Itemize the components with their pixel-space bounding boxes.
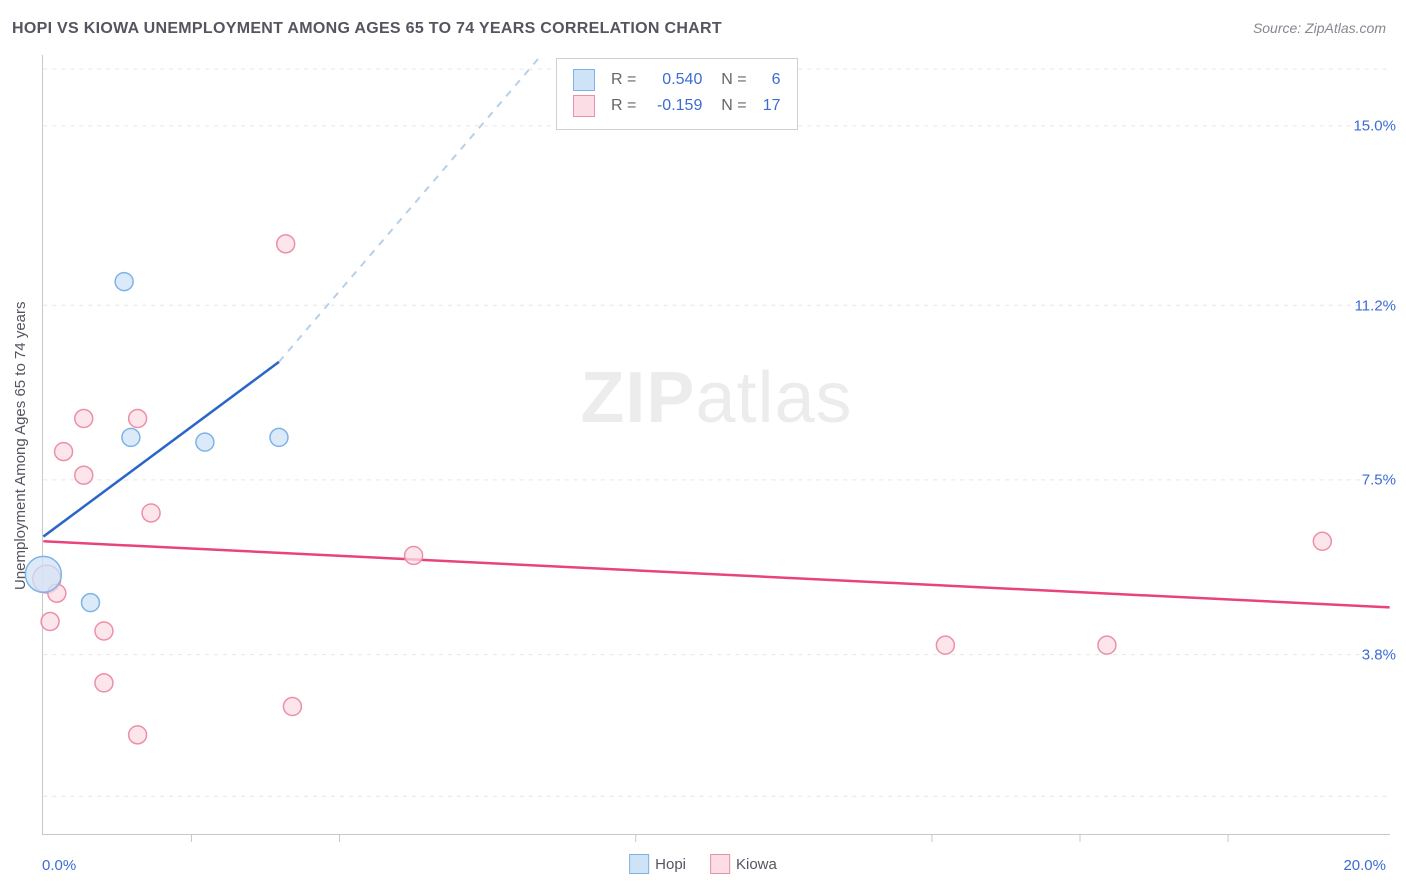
y-tick-label: 15.0% [1353, 117, 1396, 134]
legend-item-kiowa: Kiowa [710, 854, 777, 874]
stats-legend-box: R = 0.540 N = 6 R = -0.159 N = 17 [556, 58, 798, 130]
hopi-r-value: 0.540 [646, 71, 702, 89]
kiowa-r-value: -0.159 [646, 97, 702, 115]
kiowa-swatch-icon [573, 95, 595, 117]
bottom-legend: Hopi Kiowa [629, 854, 777, 874]
source-attribution: Source: ZipAtlas.com [1253, 20, 1386, 36]
hopi-swatch-icon [573, 69, 595, 91]
stats-row-kiowa: R = -0.159 N = 17 [573, 93, 781, 119]
r-label: R = [611, 71, 636, 89]
hopi-swatch-icon [629, 854, 649, 874]
stats-row-hopi: R = 0.540 N = 6 [573, 67, 781, 93]
chart-plot-area: ZIPatlas [42, 55, 1390, 835]
legend-item-hopi: Hopi [629, 854, 686, 874]
n-label: N = [712, 71, 746, 89]
chart-title: HOPI VS KIOWA UNEMPLOYMENT AMONG AGES 65… [12, 20, 722, 38]
y-tick-label: 11.2% [1355, 297, 1396, 314]
hopi-n-value: 6 [757, 71, 781, 89]
x-axis-min-label: 0.0% [42, 857, 76, 874]
y-tick-label: 7.5% [1362, 472, 1396, 489]
y-axis-label: Unemployment Among Ages 65 to 74 years [12, 301, 29, 590]
scatter-svg [43, 55, 1390, 834]
r-label: R = [611, 97, 636, 115]
legend-label-hopi: Hopi [655, 856, 686, 873]
x-axis-max-label: 20.0% [1343, 857, 1386, 874]
legend-label-kiowa: Kiowa [736, 856, 777, 873]
n-label: N = [712, 97, 746, 115]
kiowa-n-value: 17 [757, 97, 781, 115]
kiowa-swatch-icon [710, 854, 730, 874]
y-tick-label: 3.8% [1362, 647, 1396, 664]
